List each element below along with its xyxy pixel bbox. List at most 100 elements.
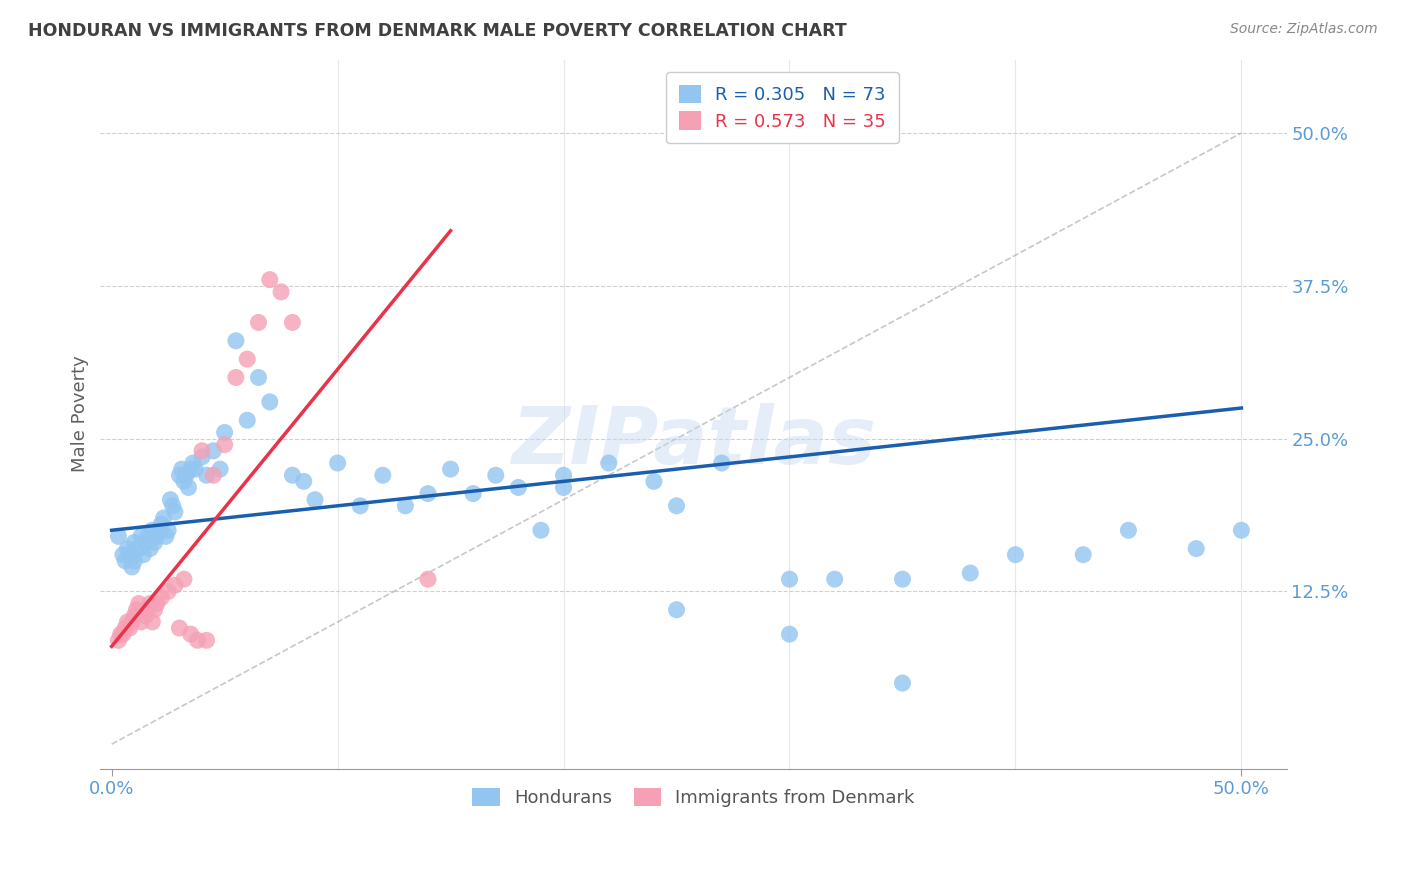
Point xyxy=(162,499,184,513)
Point xyxy=(247,315,270,329)
Text: ZIPatlas: ZIPatlas xyxy=(510,403,876,482)
Point xyxy=(371,468,394,483)
Point xyxy=(146,597,169,611)
Point xyxy=(150,591,173,605)
Point xyxy=(170,462,193,476)
Point xyxy=(598,456,620,470)
Point xyxy=(136,603,159,617)
Point xyxy=(485,468,508,483)
Point xyxy=(146,529,169,543)
Point xyxy=(169,621,191,635)
Point xyxy=(779,627,801,641)
Y-axis label: Male Poverty: Male Poverty xyxy=(72,356,89,473)
Point xyxy=(111,548,134,562)
Point xyxy=(169,468,191,483)
Point xyxy=(143,535,166,549)
Point xyxy=(155,529,177,543)
Point xyxy=(195,468,218,483)
Point xyxy=(214,438,236,452)
Text: HONDURAN VS IMMIGRANTS FROM DENMARK MALE POVERTY CORRELATION CHART: HONDURAN VS IMMIGRANTS FROM DENMARK MALE… xyxy=(28,22,846,40)
Point xyxy=(141,615,163,629)
Point xyxy=(121,560,143,574)
Point xyxy=(202,468,225,483)
Point xyxy=(281,468,304,483)
Point xyxy=(152,511,174,525)
Point xyxy=(122,554,145,568)
Point xyxy=(184,462,207,476)
Point xyxy=(114,554,136,568)
Point xyxy=(270,285,292,299)
Point xyxy=(416,486,439,500)
Point xyxy=(107,529,129,543)
Point xyxy=(186,633,208,648)
Point xyxy=(163,578,186,592)
Point xyxy=(1118,523,1140,537)
Point xyxy=(114,621,136,635)
Point xyxy=(553,468,575,483)
Point xyxy=(225,370,247,384)
Point xyxy=(117,615,139,629)
Point xyxy=(159,492,181,507)
Point xyxy=(118,548,141,562)
Point xyxy=(508,480,530,494)
Point xyxy=(259,273,281,287)
Point xyxy=(326,456,349,470)
Point xyxy=(143,603,166,617)
Point xyxy=(107,633,129,648)
Point xyxy=(148,523,170,537)
Point xyxy=(209,462,232,476)
Point xyxy=(129,529,152,543)
Point xyxy=(394,499,416,513)
Point xyxy=(247,370,270,384)
Point xyxy=(779,572,801,586)
Point xyxy=(439,462,461,476)
Point xyxy=(117,541,139,556)
Point xyxy=(180,627,202,641)
Point xyxy=(1004,548,1026,562)
Point xyxy=(665,603,688,617)
Point xyxy=(553,480,575,494)
Point xyxy=(665,499,688,513)
Point xyxy=(150,517,173,532)
Point xyxy=(129,615,152,629)
Point xyxy=(891,676,914,690)
Point xyxy=(1185,541,1208,556)
Point xyxy=(225,334,247,348)
Legend: Hondurans, Immigrants from Denmark: Hondurans, Immigrants from Denmark xyxy=(464,779,924,816)
Point xyxy=(292,475,315,489)
Point xyxy=(281,315,304,329)
Point xyxy=(643,475,665,489)
Point xyxy=(141,523,163,537)
Point xyxy=(181,456,204,470)
Point xyxy=(191,450,214,464)
Point xyxy=(191,443,214,458)
Point xyxy=(202,443,225,458)
Point xyxy=(128,541,150,556)
Point xyxy=(173,572,195,586)
Point xyxy=(891,572,914,586)
Point xyxy=(416,572,439,586)
Point xyxy=(128,597,150,611)
Point xyxy=(236,352,259,367)
Point xyxy=(136,529,159,543)
Point xyxy=(177,480,200,494)
Point xyxy=(174,468,197,483)
Text: Source: ZipAtlas.com: Source: ZipAtlas.com xyxy=(1230,22,1378,37)
Point xyxy=(173,475,195,489)
Point xyxy=(463,486,485,500)
Point xyxy=(180,462,202,476)
Point xyxy=(195,633,218,648)
Point xyxy=(824,572,846,586)
Point xyxy=(135,535,157,549)
Point xyxy=(304,492,326,507)
Point xyxy=(139,541,162,556)
Point xyxy=(122,608,145,623)
Point xyxy=(349,499,371,513)
Point xyxy=(959,566,981,580)
Point xyxy=(122,535,145,549)
Point xyxy=(125,603,148,617)
Point xyxy=(214,425,236,440)
Point xyxy=(111,627,134,641)
Point xyxy=(157,523,180,537)
Point xyxy=(710,456,733,470)
